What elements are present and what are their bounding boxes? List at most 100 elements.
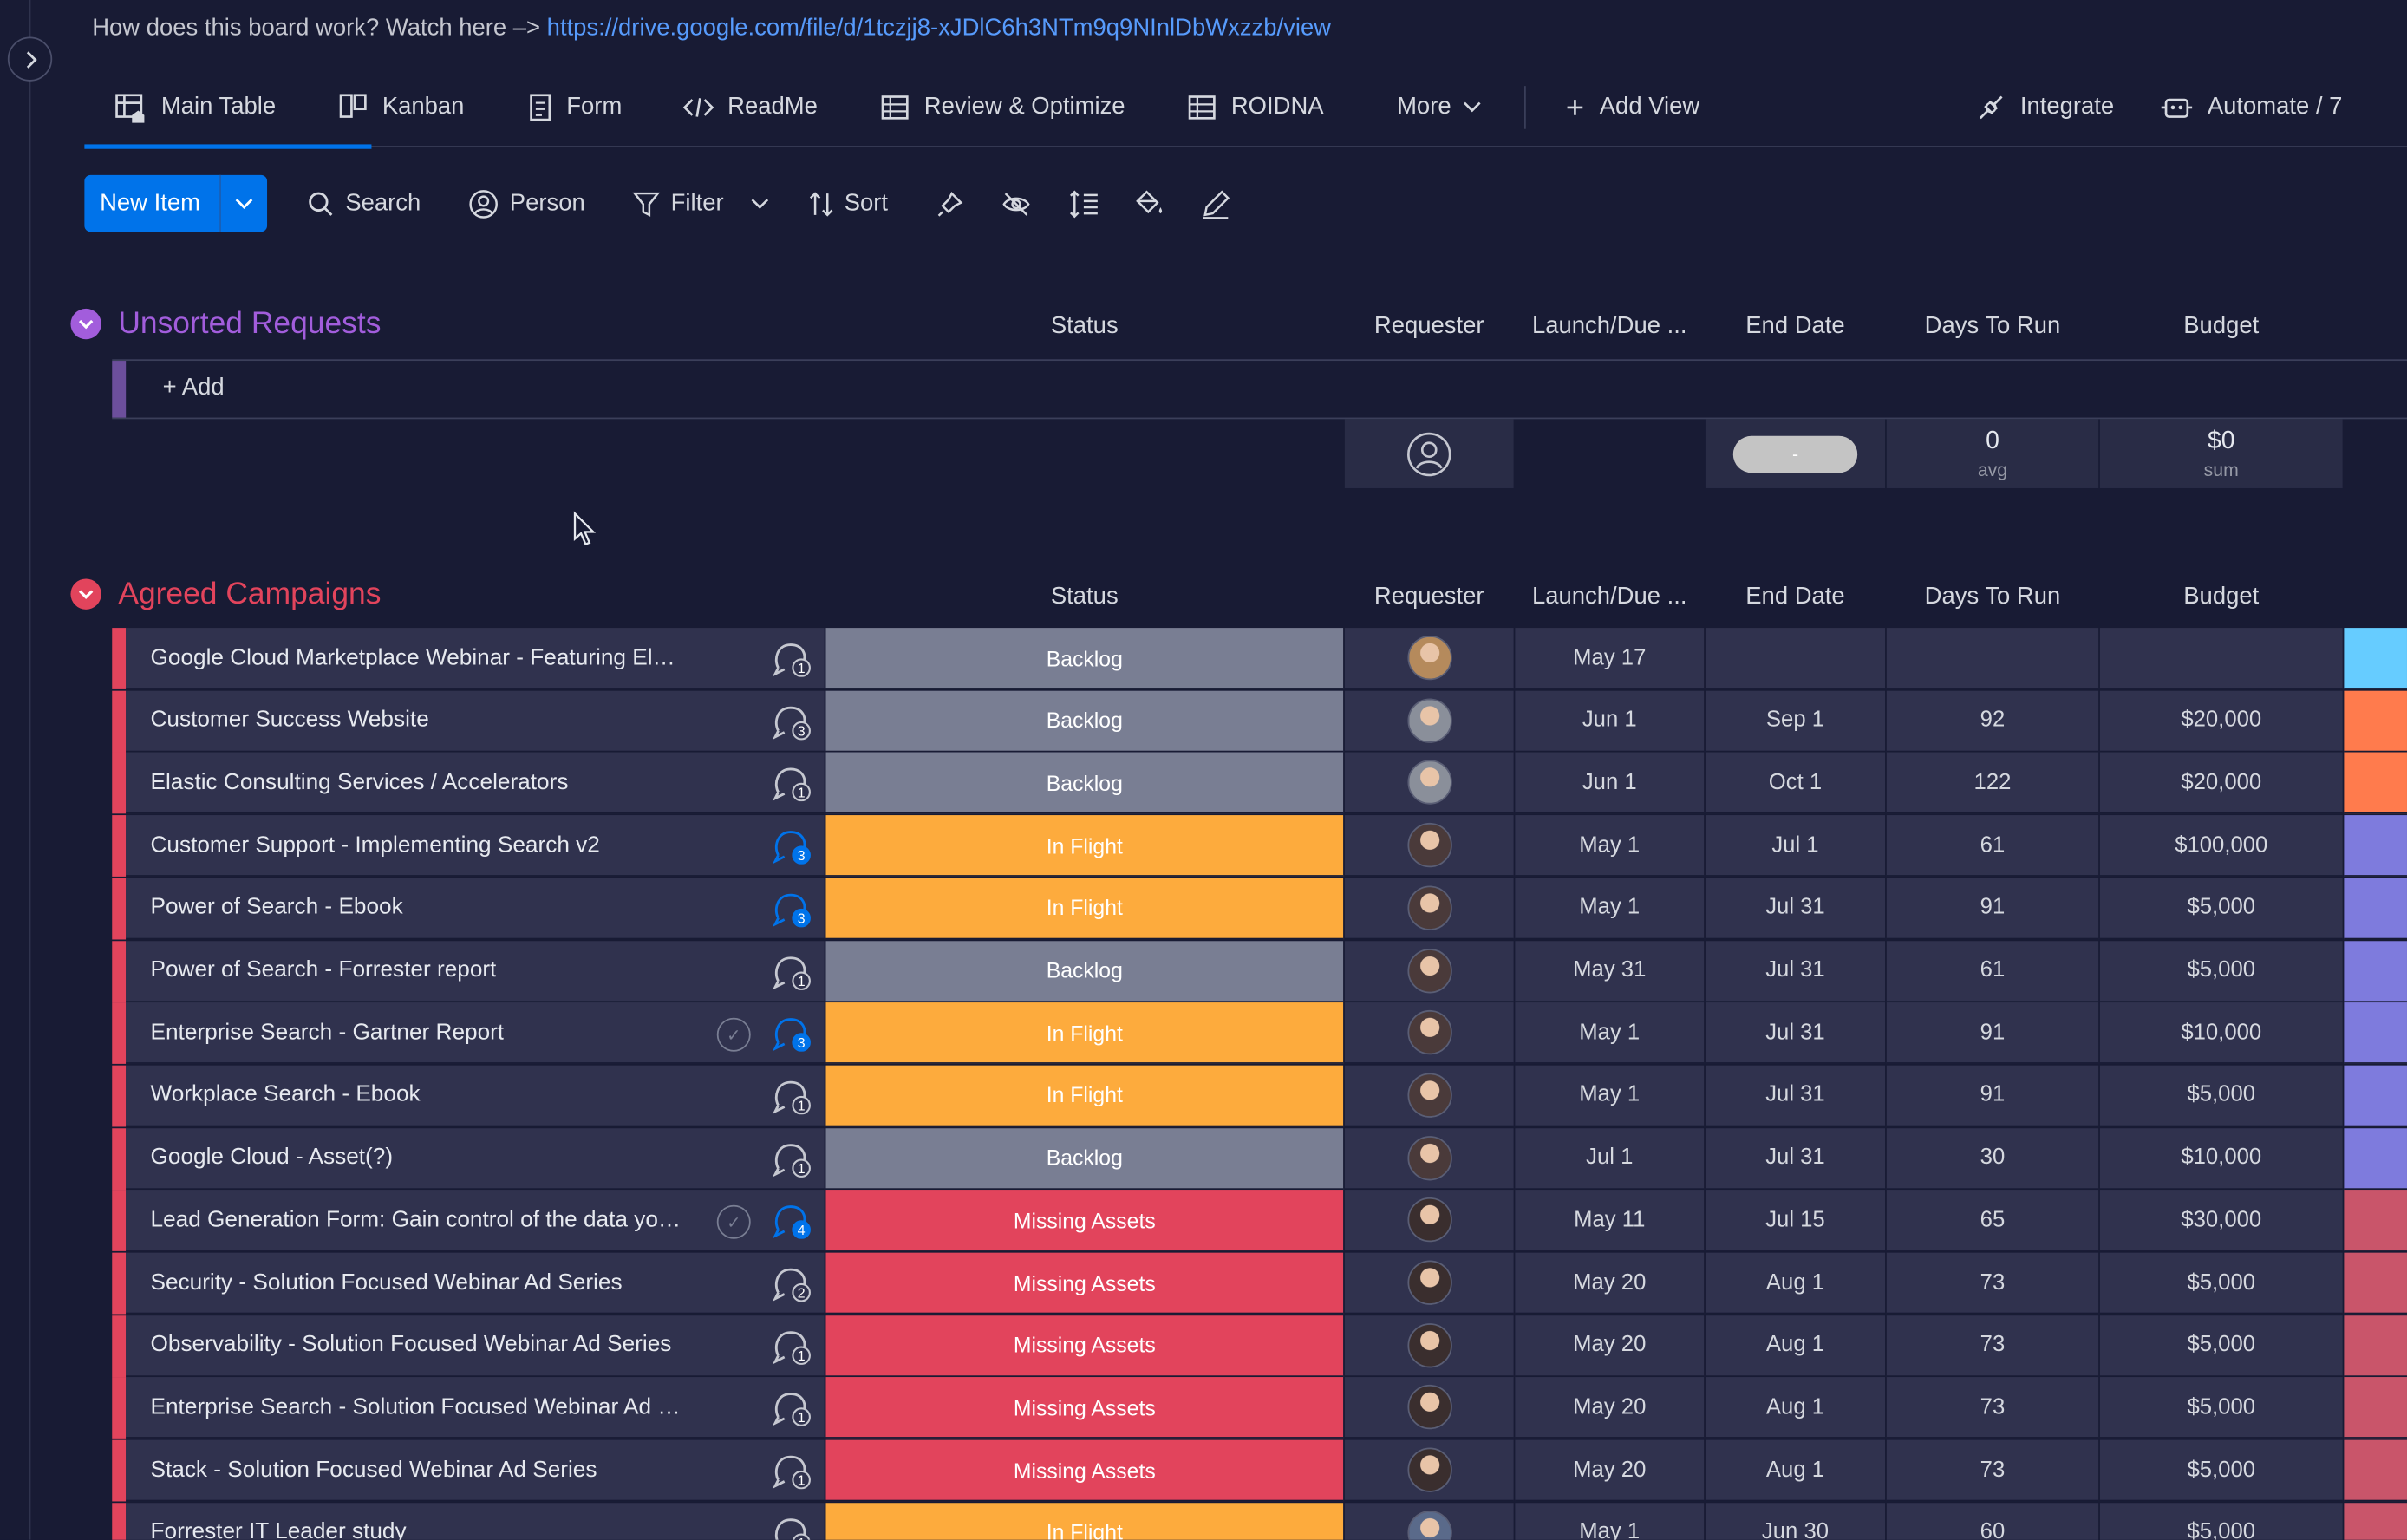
- requester-cell[interactable]: [1344, 1002, 1514, 1065]
- item-name-cell[interactable]: Google Cloud Marketplace Webinar - Featu…: [126, 628, 825, 689]
- end-date-cell[interactable]: [1705, 628, 1886, 689]
- launch-date-cell[interactable]: Jul 1: [1515, 1127, 1705, 1190]
- tab-kanban[interactable]: Kanban: [337, 68, 464, 147]
- integrate-button[interactable]: Integrate: [1976, 68, 2114, 147]
- collapse-group-icon[interactable]: [70, 578, 101, 610]
- launch-date-cell[interactable]: Jun 1: [1515, 753, 1705, 815]
- table-row[interactable]: Stack - Solution Focused Webinar Ad Seri…: [112, 1439, 2407, 1502]
- item-name[interactable]: Customer Support - Implementing Search v…: [150, 832, 600, 858]
- status-cell[interactable]: In Flight: [825, 878, 1344, 940]
- updates-bubble-icon[interactable]: 1: [772, 1140, 812, 1178]
- tab-readme[interactable]: ReadMe: [682, 68, 818, 147]
- column-header-status[interactable]: Status: [1050, 313, 1119, 340]
- tag-color-cell[interactable]: [2344, 1065, 2407, 1127]
- budget-cell[interactable]: $100,000: [2099, 815, 2343, 878]
- table-row[interactable]: Google Cloud - Asset(?) 1 Backlog Jul 1 Jul …: [112, 1127, 2407, 1190]
- status-cell[interactable]: Missing Assets: [825, 1190, 1344, 1252]
- item-name[interactable]: Lead Generation Form: Gain control of th…: [150, 1207, 688, 1233]
- status-cell[interactable]: In Flight: [825, 1502, 1344, 1540]
- row-height-button[interactable]: [1068, 175, 1110, 232]
- status-cell[interactable]: Missing Assets: [825, 1315, 1344, 1377]
- filter-dropdown[interactable]: [751, 175, 780, 232]
- budget-cell[interactable]: $20,000: [2099, 753, 2343, 815]
- tag-color-cell[interactable]: [2344, 1377, 2407, 1439]
- end-date-cell[interactable]: Aug 1: [1705, 1439, 1886, 1502]
- budget-cell[interactable]: $5,000: [2099, 1502, 2343, 1540]
- avatar[interactable]: [1406, 760, 1451, 806]
- status-cell[interactable]: In Flight: [825, 1065, 1344, 1127]
- item-name-cell[interactable]: Observability - Solution Focused Webinar…: [126, 1315, 825, 1377]
- tag-color-cell[interactable]: [2344, 628, 2407, 689]
- group-title[interactable]: Unsorted Requests: [118, 306, 382, 341]
- hide-columns-button[interactable]: [1001, 175, 1042, 232]
- budget-cell[interactable]: $5,000: [2099, 1315, 2343, 1377]
- item-name[interactable]: Customer Success Website: [150, 708, 429, 733]
- updates-bubble-icon[interactable]: 1: [772, 953, 812, 990]
- item-name-cell[interactable]: Customer Support - Implementing Search v…: [126, 815, 825, 878]
- item-name-cell[interactable]: Security - Solution Focused Webinar Ad S…: [126, 1252, 825, 1315]
- pin-button[interactable]: [936, 175, 975, 232]
- launch-date-cell[interactable]: May 17: [1515, 628, 1705, 689]
- budget-cell[interactable]: $5,000: [2099, 1377, 2343, 1439]
- requester-cell[interactable]: [1344, 753, 1514, 815]
- column-header-requester[interactable]: Requester: [1373, 313, 1484, 340]
- requester-cell[interactable]: [1344, 1377, 1514, 1439]
- updates-bubble-icon[interactable]: 4: [772, 1203, 812, 1240]
- budget-cell[interactable]: $5,000: [2099, 1065, 2343, 1127]
- tag-color-cell[interactable]: [2344, 940, 2407, 1002]
- avatar[interactable]: [1406, 635, 1451, 681]
- requester-cell[interactable]: [1344, 1439, 1514, 1502]
- avatar[interactable]: [1406, 697, 1451, 743]
- item-name[interactable]: Forrester IT Leader study: [150, 1520, 407, 1540]
- end-date-cell[interactable]: Aug 1: [1705, 1377, 1886, 1439]
- table-row[interactable]: Forrester IT Leader study 1 In Flight May 1…: [112, 1502, 2407, 1540]
- table-row[interactable]: Power of Search - Forrester report 1 Backl…: [112, 940, 2407, 1002]
- end-date-cell[interactable]: Jul 31: [1705, 940, 1886, 1002]
- launch-date-cell[interactable]: May 1: [1515, 815, 1705, 878]
- group-header-agreed[interactable]: Agreed Campaigns: [70, 572, 381, 616]
- requester-cell[interactable]: [1344, 1127, 1514, 1190]
- tag-color-cell[interactable]: [2344, 1252, 2407, 1315]
- budget-cell[interactable]: $5,000: [2099, 1252, 2343, 1315]
- group-title[interactable]: Agreed Campaigns: [118, 576, 382, 610]
- column-header-end-date[interactable]: End Date: [1745, 583, 1845, 610]
- item-name-cell[interactable]: Enterprise Search - Gartner Report ✓ 3: [126, 1002, 825, 1065]
- tab-form[interactable]: Form: [528, 68, 622, 147]
- table-row[interactable]: Elastic Consulting Services / Accelerato…: [112, 753, 2407, 815]
- requester-cell[interactable]: [1344, 1502, 1514, 1540]
- tab-main-table[interactable]: Main Table: [84, 68, 371, 149]
- launch-date-cell[interactable]: May 11: [1515, 1190, 1705, 1252]
- updates-bubble-icon[interactable]: 1: [772, 1078, 812, 1115]
- item-name-cell[interactable]: Elastic Consulting Services / Accelerato…: [126, 753, 825, 815]
- column-header-launch[interactable]: Launch/Due ...: [1531, 583, 1687, 610]
- table-row[interactable]: Enterprise Search - Solution Focused Web…: [112, 1377, 2407, 1439]
- item-name[interactable]: Google Cloud - Asset(?): [150, 1145, 394, 1171]
- item-name-cell[interactable]: Power of Search - Ebook 3: [126, 878, 825, 940]
- budget-cell[interactable]: $5,000: [2099, 878, 2343, 940]
- tag-color-cell[interactable]: [2344, 690, 2407, 752]
- table-row[interactable]: Enterprise Search - Gartner Report ✓ 3 In F…: [112, 1002, 2407, 1065]
- budget-cell[interactable]: $30,000: [2099, 1190, 2343, 1252]
- avatar[interactable]: [1406, 823, 1451, 868]
- add-item-row[interactable]: + Add: [112, 359, 2407, 420]
- end-date-cell[interactable]: Jul 31: [1705, 1002, 1886, 1065]
- tab-review-optimize[interactable]: Review & Optimize: [879, 68, 1125, 147]
- end-date-cell[interactable]: Jul 31: [1705, 878, 1886, 940]
- avatar[interactable]: [1406, 1135, 1451, 1180]
- launch-date-cell[interactable]: May 1: [1515, 1002, 1705, 1065]
- requester-cell[interactable]: [1344, 1065, 1514, 1127]
- status-cell[interactable]: In Flight: [825, 1002, 1344, 1065]
- budget-cell[interactable]: [2099, 628, 2343, 689]
- help-link[interactable]: https://drive.google.com/file/d/1tczjj8-…: [546, 15, 1332, 42]
- collapse-group-icon[interactable]: [70, 308, 101, 340]
- filter-button[interactable]: Filter: [632, 175, 724, 232]
- tag-color-cell[interactable]: [2344, 1439, 2407, 1502]
- expand-sidebar-button[interactable]: [7, 36, 53, 82]
- updates-bubble-icon[interactable]: 1: [772, 765, 812, 802]
- item-name-cell[interactable]: Power of Search - Forrester report 1: [126, 940, 825, 1002]
- status-cell[interactable]: Backlog: [825, 690, 1344, 752]
- more-views-dropdown[interactable]: More: [1397, 68, 1496, 147]
- launch-date-cell[interactable]: May 20: [1515, 1439, 1705, 1502]
- status-cell[interactable]: Backlog: [825, 753, 1344, 815]
